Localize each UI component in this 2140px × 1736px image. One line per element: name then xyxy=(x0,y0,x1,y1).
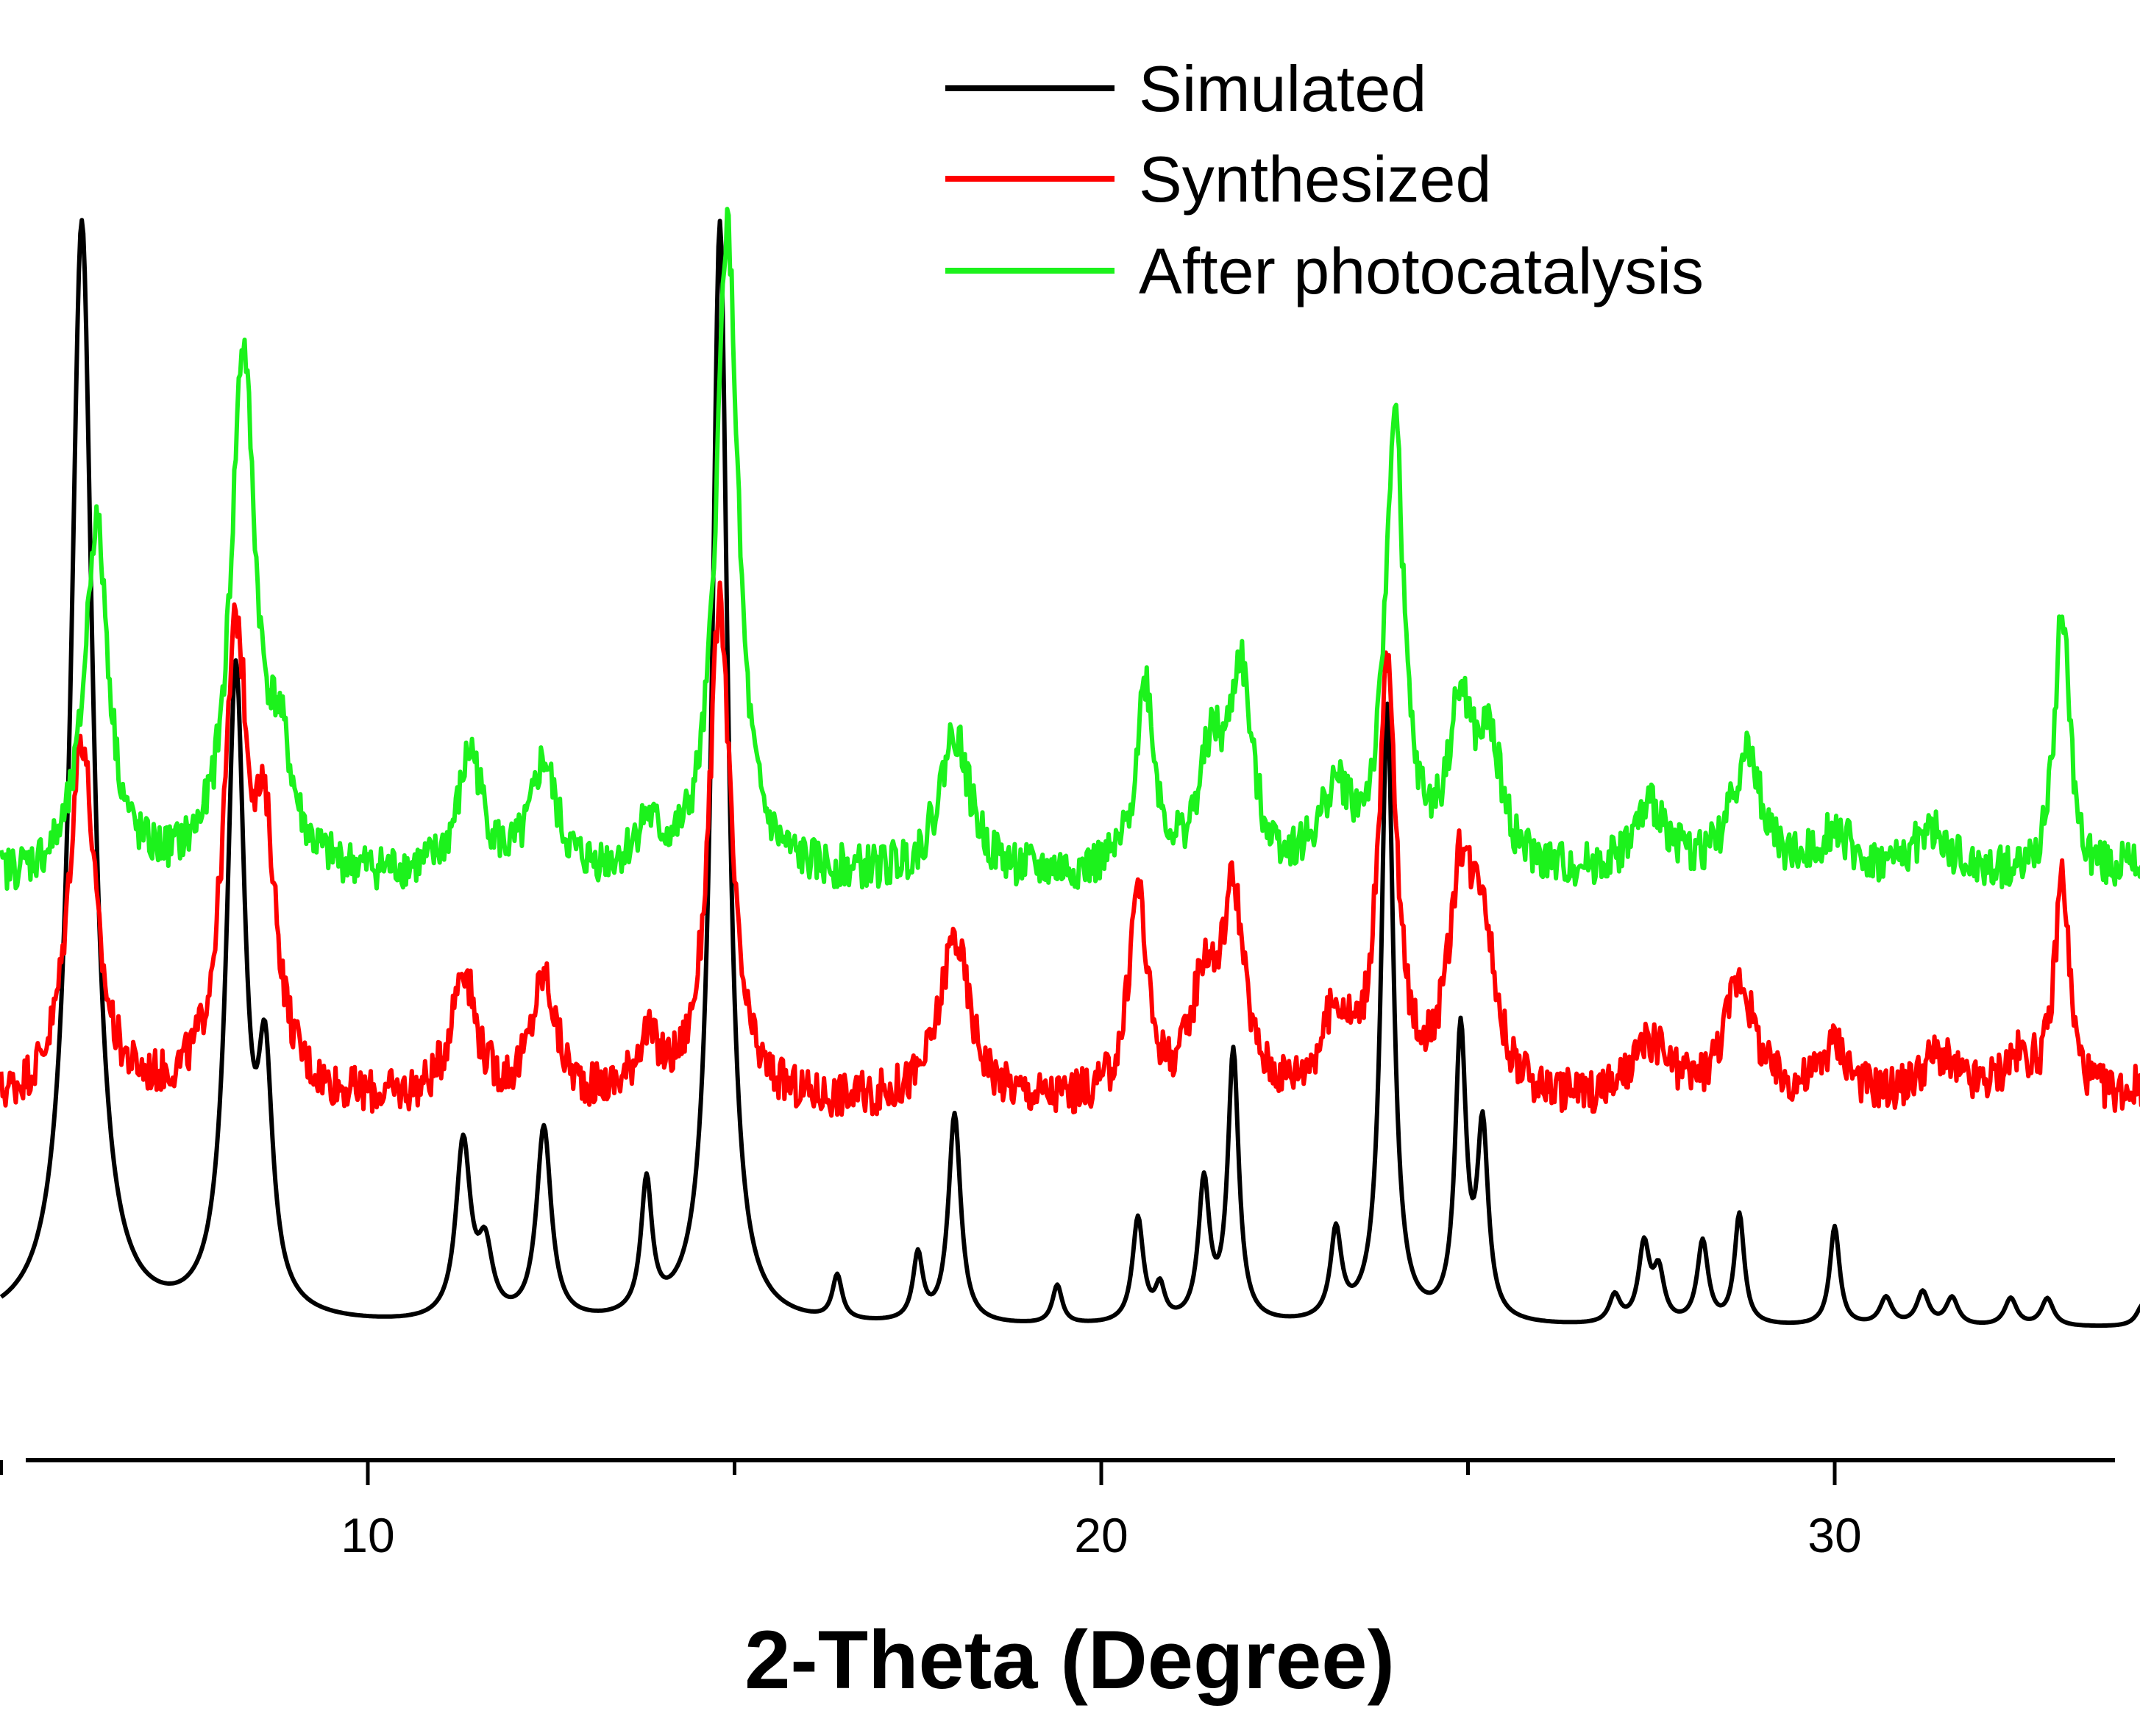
legend-label-after-photocatalysis: After photocatalysis xyxy=(1139,235,1704,307)
legend-label-simulated: Simulated xyxy=(1139,52,1426,125)
series-line-simulated xyxy=(0,218,2140,1328)
x-tick-label: 10 xyxy=(341,1508,394,1562)
x-tick-label: 20 xyxy=(1074,1508,1128,1562)
legend: Simulated Synthesized After photocatalysis xyxy=(945,52,1704,307)
series-line-after-photocatalysis xyxy=(0,207,2140,891)
legend-label-synthesized: Synthesized xyxy=(1139,143,1491,216)
x-tick-label: 30 xyxy=(1807,1508,1861,1562)
plot-series xyxy=(0,207,2140,1328)
x-axis: 1020304050 xyxy=(0,1458,2115,1562)
series-line-synthesized xyxy=(0,580,2140,1118)
x-axis-title: 2-Theta (Degree) xyxy=(744,1614,1395,1706)
